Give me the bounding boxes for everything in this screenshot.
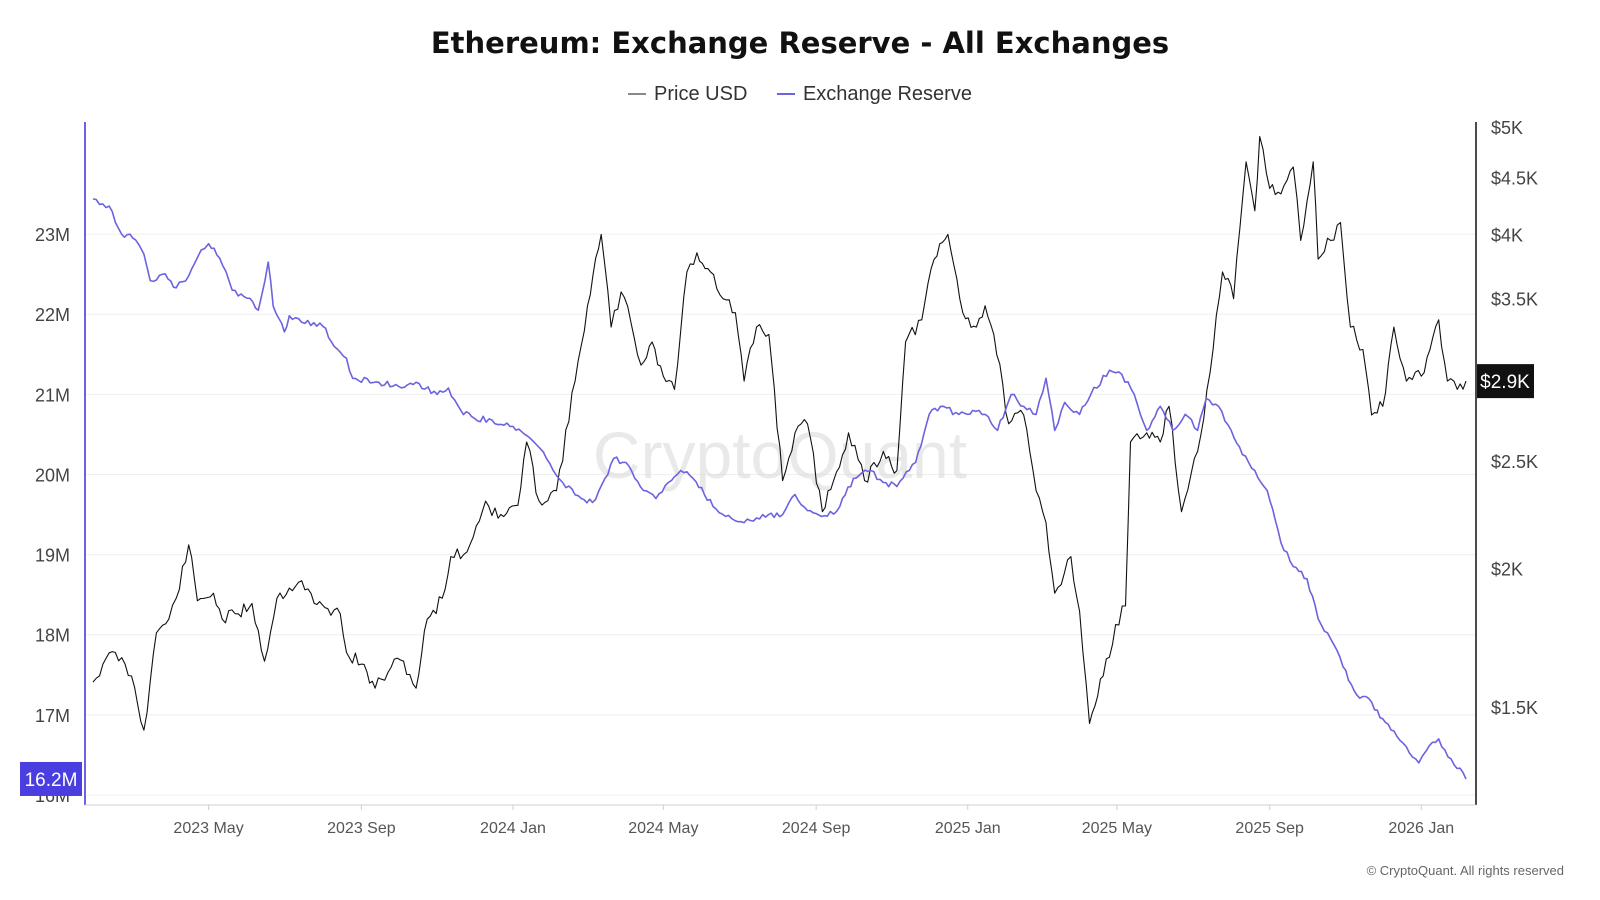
right-tick-label: $2.5K	[1491, 452, 1538, 472]
left-tick-label: 23M	[35, 225, 70, 245]
left-tick-label: 20M	[35, 465, 70, 485]
right-tick-label: $3.5K	[1491, 290, 1538, 310]
price-series	[92, 135, 1467, 731]
x-tick-label: 2024 Jan	[480, 820, 546, 837]
legend-label-price: Price USD	[654, 82, 748, 105]
right-tick-label: $5K	[1491, 118, 1523, 138]
x-tick-label: 2025 May	[1082, 820, 1152, 837]
x-tick-label: 2025 Jan	[935, 820, 1001, 837]
reserve-current-badge	[20, 761, 82, 796]
x-tick-label: 2024 Sep	[782, 820, 851, 837]
left-tick-label: 22M	[35, 305, 70, 325]
price-line	[92, 135, 1467, 731]
price-current-badge	[1477, 364, 1534, 399]
right-tick-label: $4.5K	[1491, 169, 1538, 189]
x-tick-label: 2024 May	[628, 820, 698, 837]
legend-swatch-price	[628, 93, 647, 95]
x-tick-label: 2025 Sep	[1235, 820, 1304, 837]
reserve-line	[92, 198, 1467, 780]
right-tick-label: $1.5K	[1491, 698, 1538, 718]
reserve-current-label: 16.2M	[25, 770, 78, 791]
left-tick-label: 17M	[35, 706, 70, 726]
right-tick-label: $2K	[1491, 559, 1523, 579]
left-tick-label: 18M	[35, 626, 70, 646]
left-tick-label: 21M	[35, 385, 70, 405]
legend-item-reserve[interactable]: Exchange Reserve	[776, 82, 972, 106]
gridlines	[85, 233, 1476, 796]
right-tick-label: $4K	[1491, 225, 1523, 245]
legend-label-reserve: Exchange Reserve	[802, 82, 972, 105]
x-axis-ticks: 2023 May 2023 Sep 2024 Jan 2024 May 2024 Sep…	[173, 805, 1454, 837]
x-tick-label: 2026 Jan	[1388, 820, 1454, 837]
left-tick-label: 19M	[35, 546, 70, 566]
legend-swatch-reserve	[776, 93, 795, 95]
watermark: CryptoQuant	[593, 418, 967, 492]
chart-legend: Price USD Exchange Reserve	[0, 78, 1600, 106]
reserve-series	[92, 198, 1467, 780]
price-current-label: $2.9K	[1480, 372, 1530, 393]
axes	[84, 122, 1477, 806]
x-tick-label: 2023 Sep	[327, 820, 396, 837]
current-value-badges: 16.2M $2.9K	[20, 364, 1534, 796]
x-tick-label: 2023 May	[173, 820, 243, 837]
chart-title: Ethereum: Exchange Reserve - All Exchang…	[430, 26, 1170, 60]
right-axis-ticks: $1.5K $2K $2.5K $3.5K $4K $4.5K $5K	[1491, 118, 1538, 718]
legend-item-price[interactable]: Price USD	[628, 83, 747, 106]
copyright-notice: © CryptoQuant. All rights reserved	[1366, 863, 1564, 878]
